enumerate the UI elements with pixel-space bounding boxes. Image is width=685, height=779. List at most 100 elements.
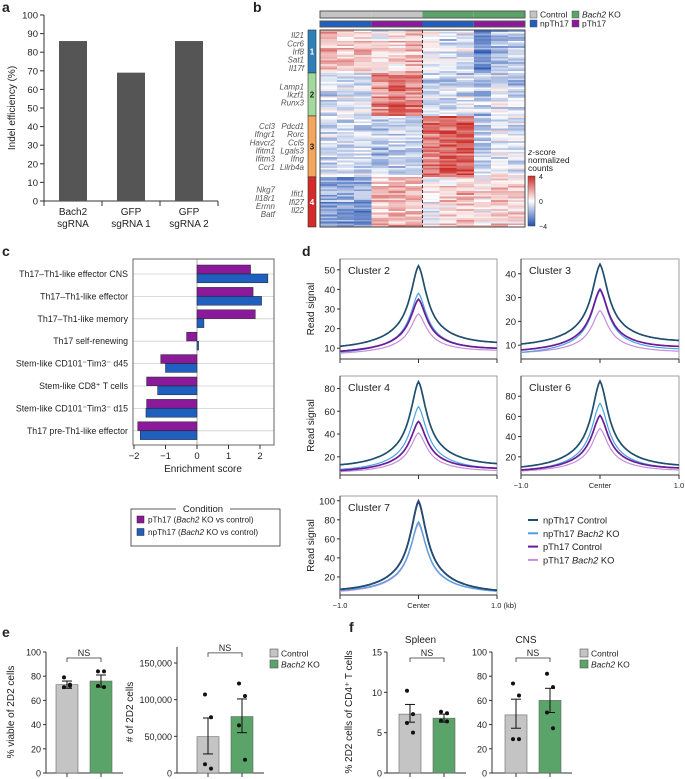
heatmap-cell bbox=[507, 33, 526, 36]
heatmap-cell bbox=[320, 203, 338, 206]
heatmap-cell bbox=[405, 151, 423, 154]
heatmap-cell bbox=[439, 155, 457, 158]
heatmap-cell bbox=[371, 191, 389, 194]
heatmap-cell bbox=[320, 80, 338, 83]
heatmap-cell bbox=[422, 42, 440, 45]
heatmap-cell bbox=[422, 119, 440, 122]
heatmap-cell bbox=[354, 35, 372, 38]
heatmap-cell bbox=[473, 203, 492, 206]
heatmap-cell bbox=[439, 130, 457, 133]
heatmap-cell bbox=[371, 62, 389, 65]
heatmap-cell bbox=[388, 218, 406, 221]
heatmap-cell bbox=[439, 194, 457, 197]
colorbar-title-part: z bbox=[527, 147, 533, 157]
heatmap-cell bbox=[405, 114, 423, 117]
heatmap-cell bbox=[337, 216, 355, 219]
heatmap-cell bbox=[371, 114, 389, 117]
heatmap-cell bbox=[507, 192, 526, 196]
legend-label: pTh17 Bach2 KO bbox=[543, 555, 614, 565]
gene-label: Ccr1 bbox=[258, 163, 275, 172]
heatmap-cell bbox=[320, 76, 338, 79]
heatmap-cell bbox=[388, 55, 406, 58]
heatmap-cell bbox=[439, 176, 457, 179]
category-label: Stem-like CD8⁺ T cells bbox=[39, 381, 128, 391]
heatmap-cell bbox=[354, 80, 372, 83]
heatmap-cell bbox=[388, 121, 406, 124]
heatmap-cell bbox=[456, 81, 475, 85]
heatmap-cell bbox=[320, 119, 338, 122]
heatmap-cell bbox=[439, 148, 457, 151]
heatmap-cell bbox=[320, 94, 338, 97]
gene-label: Ifngr1 bbox=[255, 130, 275, 139]
y-tick-label: 80 bbox=[477, 672, 487, 682]
heatmap-cell bbox=[507, 35, 526, 38]
heatmap-cell bbox=[405, 60, 423, 63]
heatmap-cell bbox=[422, 216, 440, 219]
significance-bracket bbox=[515, 657, 551, 662]
heatmap-cell bbox=[337, 69, 355, 72]
y-tick-label: 20 bbox=[27, 159, 38, 170]
panel-label-c: c bbox=[2, 243, 10, 259]
heatmap-cell bbox=[473, 185, 492, 188]
data-point bbox=[405, 720, 409, 725]
heatmap-cell bbox=[388, 65, 406, 68]
x-tick-label: Center bbox=[407, 601, 430, 610]
heatmap-cell bbox=[507, 146, 526, 149]
heatmap-cell bbox=[354, 42, 372, 45]
heatmap-cell bbox=[456, 191, 475, 194]
colorbar-title: counts bbox=[528, 163, 553, 173]
heatmap-cell bbox=[439, 144, 457, 147]
heatmap-cell bbox=[320, 98, 338, 101]
heatmap-cell bbox=[507, 209, 526, 212]
heatmap-cell bbox=[337, 83, 355, 86]
heatmap-cell bbox=[405, 203, 423, 206]
heatmap-cell bbox=[405, 117, 423, 120]
y-tick-label: 60 bbox=[505, 412, 516, 423]
heatmap-cell bbox=[507, 200, 526, 203]
heatmap-cell bbox=[473, 47, 492, 50]
legend-label-part: KO bbox=[606, 10, 621, 20]
heatmap-cell bbox=[473, 180, 492, 183]
heatmap-cell bbox=[439, 166, 457, 169]
heatmap-cell bbox=[405, 141, 423, 144]
heatmap-cell bbox=[354, 198, 372, 201]
heatmap-cell bbox=[490, 180, 509, 183]
y-tick-label: 0 bbox=[377, 769, 382, 779]
heatmap-cell bbox=[405, 158, 423, 162]
heatmap-cell bbox=[490, 94, 509, 97]
heatmap-cell bbox=[507, 175, 526, 178]
bar-npTh17 bbox=[196, 340, 199, 351]
heatmap-cell bbox=[507, 110, 526, 113]
heatmap-cell bbox=[388, 135, 406, 138]
heatmap-cell bbox=[405, 189, 423, 192]
heatmap-cell bbox=[354, 126, 372, 129]
heatmap-cell bbox=[388, 180, 406, 183]
heatmap-cell bbox=[473, 200, 492, 203]
y-tick-label: 40 bbox=[27, 122, 38, 133]
heatmap-cell bbox=[320, 158, 338, 162]
heatmap-cell bbox=[337, 203, 355, 206]
heatmap-cell bbox=[507, 203, 526, 206]
heatmap-cell bbox=[405, 71, 423, 74]
heatmap-cell bbox=[354, 98, 372, 101]
y-tick-label: 40 bbox=[324, 553, 335, 564]
heatmap-cell bbox=[456, 169, 475, 172]
heatmap-cell bbox=[388, 162, 406, 165]
heatmap-cell bbox=[439, 135, 457, 138]
heatmap-cell bbox=[405, 157, 423, 160]
heatmap-cell bbox=[507, 85, 526, 88]
heatmap-cell bbox=[490, 65, 509, 68]
legend-label-part: Bach2 bbox=[591, 660, 615, 670]
heatmap-cell bbox=[354, 72, 372, 76]
y-tick-label: 0 bbox=[482, 769, 487, 779]
heatmap-cell bbox=[507, 157, 526, 160]
heatmap-cell bbox=[473, 173, 492, 176]
heatmap-cell bbox=[507, 185, 526, 188]
heatmap-cell bbox=[490, 64, 509, 67]
heatmap-cell bbox=[439, 49, 457, 52]
x-tick-label: 1.0 (kb) bbox=[491, 601, 517, 610]
gene-label: Ccl3 bbox=[259, 122, 276, 131]
heatmap-cell bbox=[388, 128, 406, 131]
heatmap-cell bbox=[507, 184, 526, 187]
heatmap-cell bbox=[490, 46, 509, 49]
